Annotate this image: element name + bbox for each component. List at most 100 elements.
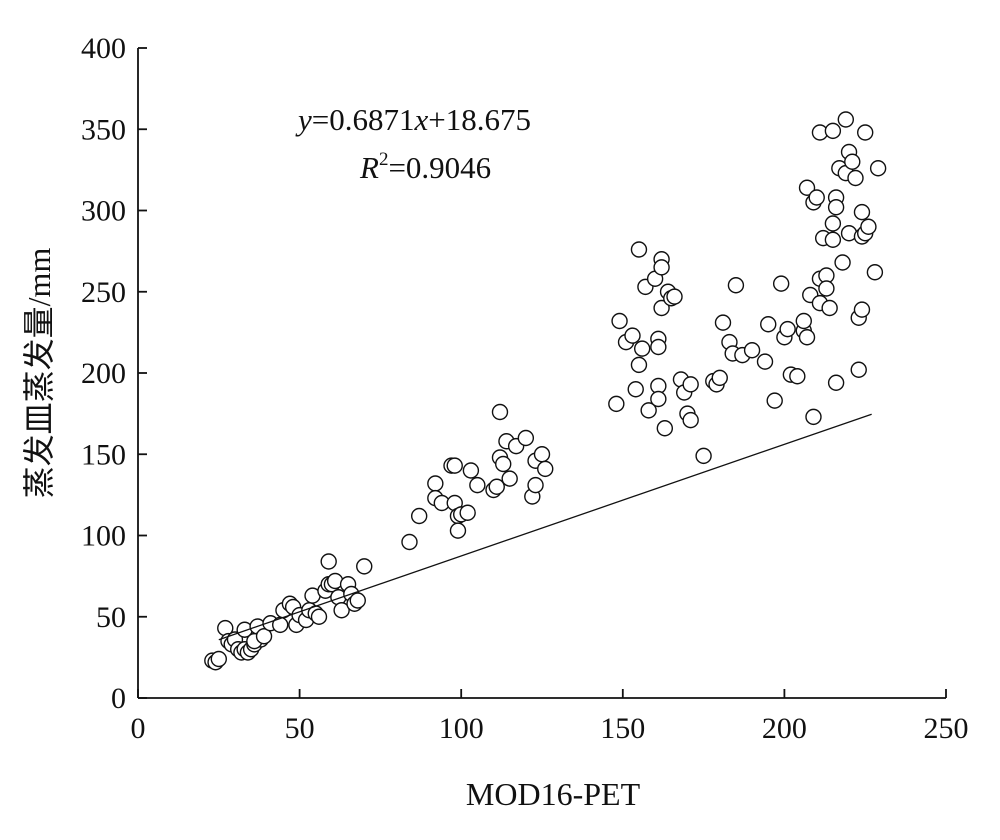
data-point <box>459 504 476 521</box>
data-point <box>760 316 777 333</box>
x-tick-label: 0 <box>131 712 146 745</box>
y-tick-label: 200 <box>81 357 126 390</box>
data-point <box>847 169 864 187</box>
data-point <box>624 327 641 344</box>
data-point <box>714 314 732 331</box>
data-point <box>633 340 651 357</box>
data-point <box>844 153 861 170</box>
y-tick-label: 50 <box>96 601 126 634</box>
data-point <box>666 288 683 305</box>
data-point <box>349 592 366 609</box>
data-point <box>650 338 667 356</box>
data-point <box>501 470 518 487</box>
data-point <box>805 408 822 426</box>
r-superscript: 2 <box>379 149 389 170</box>
data-point <box>779 320 796 338</box>
data-point <box>310 608 328 625</box>
data-point <box>824 215 842 232</box>
data-point <box>255 628 273 645</box>
data-point <box>743 342 761 359</box>
data-point <box>469 476 486 494</box>
data-point <box>210 650 228 668</box>
equation-y: y <box>295 102 312 137</box>
x-axis-label: MOD16-PET <box>466 776 641 812</box>
data-point <box>850 361 867 378</box>
data-point <box>869 160 887 177</box>
r-squared: R2=0.9046 <box>359 149 491 185</box>
data-points <box>204 111 887 671</box>
y-tick-label: 350 <box>81 113 126 146</box>
x-ticks: 0 50 100 150 200 250 <box>131 689 969 745</box>
data-point <box>272 616 289 634</box>
y-tick-label: 250 <box>81 276 126 309</box>
data-point <box>656 420 674 437</box>
y-tick-label: 150 <box>81 438 126 471</box>
x-tick-label: 250 <box>924 712 969 745</box>
data-point <box>640 402 657 419</box>
x-tick-label: 100 <box>439 712 484 745</box>
data-point <box>772 275 790 292</box>
data-point <box>818 280 835 297</box>
r-symbol: R <box>359 150 379 185</box>
data-point <box>608 395 625 413</box>
data-point <box>410 507 428 525</box>
data-point <box>824 122 842 140</box>
equation-coef: =0.6871 <box>312 102 415 137</box>
r-value: =0.9046 <box>388 150 491 185</box>
data-point <box>682 411 699 429</box>
data-point <box>756 353 774 370</box>
data-point <box>527 476 544 494</box>
data-point <box>495 455 512 473</box>
data-point <box>611 312 628 330</box>
data-point <box>853 203 871 221</box>
data-point <box>333 602 350 619</box>
data-point <box>320 553 337 570</box>
data-point <box>827 199 845 216</box>
data-point <box>446 457 463 474</box>
data-point <box>653 299 670 317</box>
data-point <box>821 299 838 317</box>
y-tick-label: 400 <box>81 32 126 65</box>
data-point <box>488 478 505 495</box>
data-point <box>462 462 480 479</box>
data-point <box>827 374 845 391</box>
data-point <box>533 446 551 463</box>
data-point <box>630 241 648 258</box>
axes <box>137 48 946 699</box>
data-point <box>824 231 842 248</box>
y-ticks: 0 50 100 150 200 250 300 350 400 <box>81 32 147 715</box>
data-point <box>837 111 855 128</box>
y-tick-label: 0 <box>111 682 126 715</box>
data-point <box>860 218 877 235</box>
data-point <box>798 329 816 346</box>
y-tick-label: 100 <box>81 520 126 553</box>
data-point <box>449 522 467 539</box>
x-tick-label: 50 <box>285 712 315 745</box>
data-point <box>727 277 745 294</box>
data-point <box>857 124 874 141</box>
data-point <box>491 403 509 421</box>
data-point <box>630 356 648 374</box>
y-axis-label: 蒸发皿蒸发量/mm <box>21 248 57 499</box>
fit-line-group <box>218 413 872 641</box>
data-point <box>695 447 712 465</box>
x-tick-label: 150 <box>600 712 645 745</box>
data-point <box>401 533 418 551</box>
y-tick-label: 300 <box>81 195 126 228</box>
data-point <box>682 376 699 393</box>
data-point <box>853 301 871 318</box>
fit-line <box>218 413 872 641</box>
data-point <box>427 475 444 492</box>
regression-equation: y=0.6871x+18.675 <box>295 102 531 137</box>
data-point <box>650 390 667 408</box>
x-tick-label: 200 <box>762 712 807 745</box>
data-point <box>653 259 670 276</box>
data-point <box>798 179 816 196</box>
equation-x: x <box>414 102 429 137</box>
data-point <box>795 312 812 330</box>
data-point <box>627 381 644 398</box>
data-point <box>517 429 535 447</box>
data-point <box>537 460 554 478</box>
data-point <box>866 264 884 281</box>
